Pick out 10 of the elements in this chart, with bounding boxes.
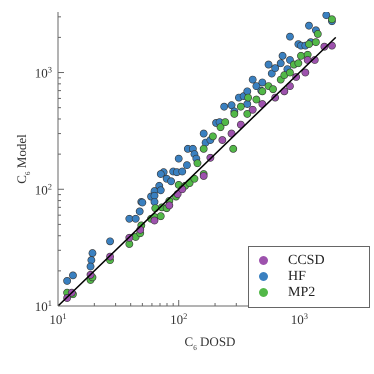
x-tick-label: 10$^{1}$	[49, 311, 67, 327]
y-tick-label: 10$^{3}$	[34, 64, 52, 81]
y-tick-label: 10$^{1}$	[34, 298, 52, 314]
legend-label: CCSD	[288, 253, 325, 268]
legend-label: MP2	[288, 285, 316, 300]
x-tick-label: 10$^{3}$	[290, 311, 308, 327]
legend-label: HF	[288, 269, 306, 284]
x-tick-label: 10$^{2}$	[170, 311, 188, 327]
x-axis-title: C$_{6}$ DOSD	[184, 334, 236, 352]
y-tick-label: 10$^{2}$	[34, 181, 52, 198]
